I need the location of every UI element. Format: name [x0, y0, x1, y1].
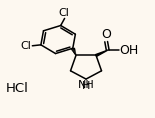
- Text: HCl: HCl: [6, 82, 29, 95]
- Text: H: H: [82, 81, 90, 91]
- Text: Cl: Cl: [21, 41, 32, 51]
- Text: Cl: Cl: [58, 8, 69, 18]
- Text: NH: NH: [78, 80, 94, 90]
- Polygon shape: [95, 50, 108, 56]
- Text: O: O: [101, 28, 111, 41]
- Text: OH: OH: [120, 44, 139, 57]
